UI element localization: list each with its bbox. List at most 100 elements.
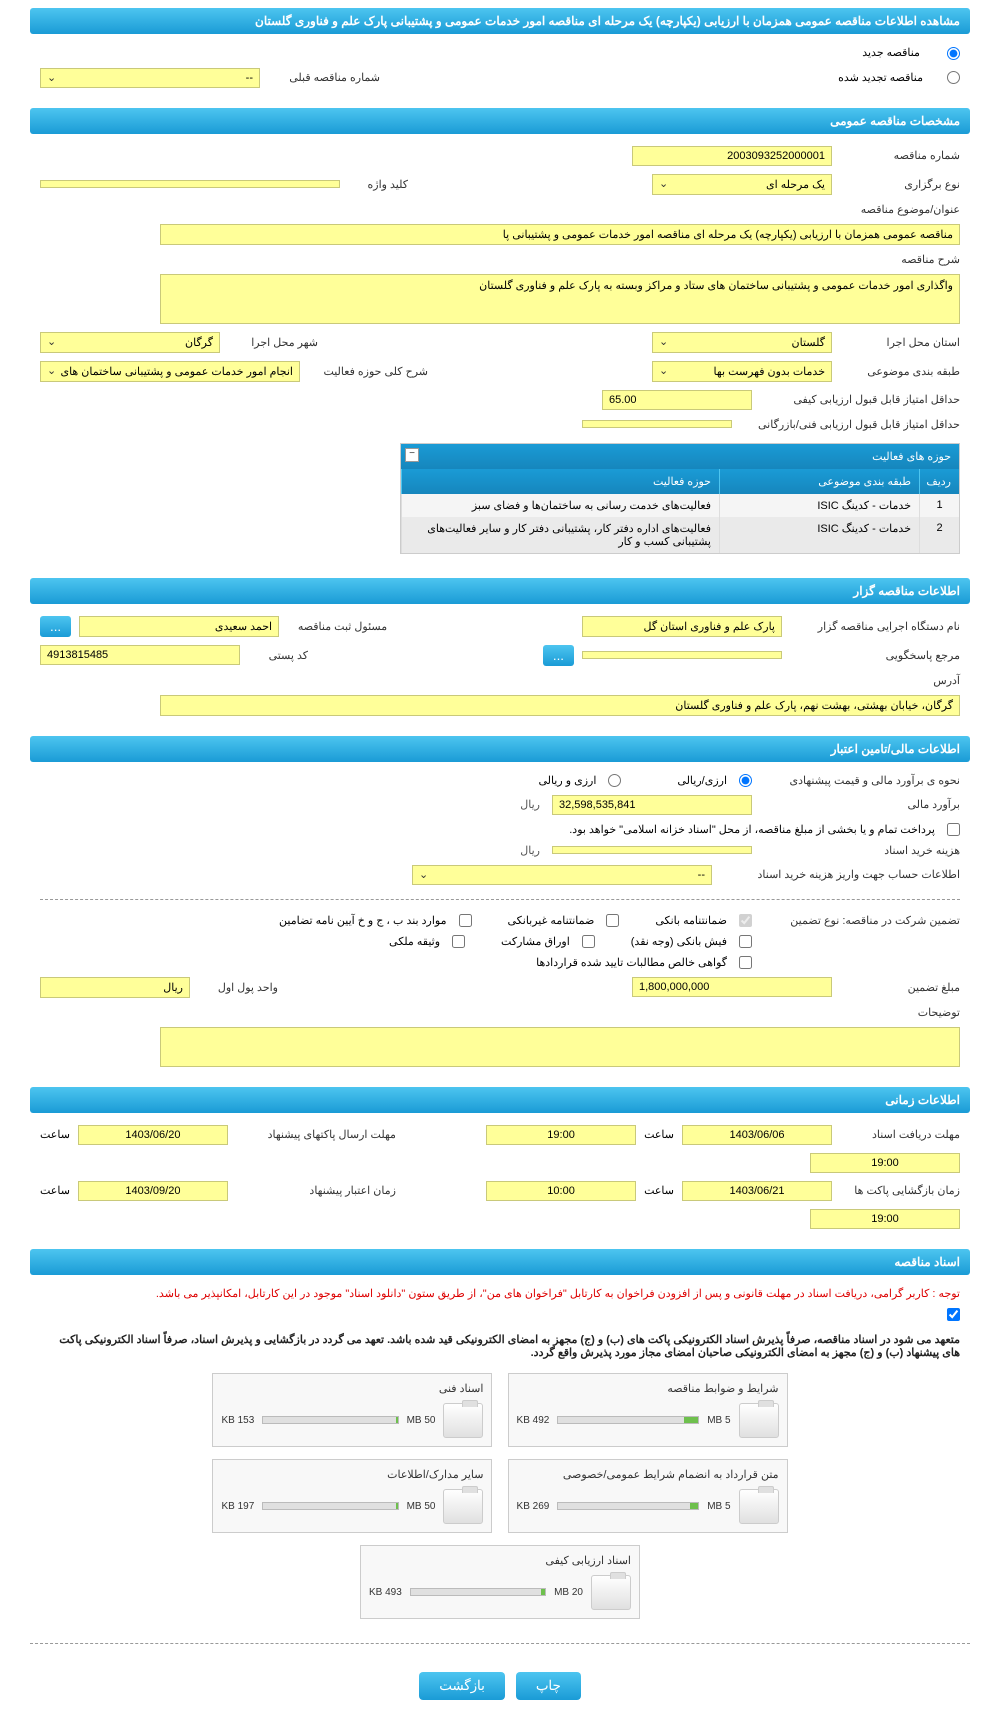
progress-bar [557,1416,699,1424]
province-dropdown[interactable]: گلستان [652,332,832,353]
rial-label: ریال [516,798,544,811]
validity-date-field[interactable]: 1403/09/20 [78,1181,228,1201]
g-bank-checkbox[interactable] [739,914,752,927]
title-label: عنوان/موضوع مناقصه [840,203,960,216]
commit-checkbox[interactable] [947,1308,960,1321]
arz-o-rial-radio[interactable] [608,774,621,787]
folder-icon [739,1489,779,1524]
address-label: آدرس [790,674,960,687]
holding-type-dropdown[interactable]: یک مرحله ای [652,174,832,195]
new-tender-label: مناقصه جدید [862,47,920,59]
col-class-header: طبقه بندی موضوعی [719,469,919,494]
financial-section: نحوه ی برآورد مالی و قیمت پیشنهادی ارزی/… [30,762,970,1079]
opening-label: زمان بازگشایی پاکت ها [840,1184,960,1197]
notice-red: توجه : کاربر گرامی، دریافت اسناد در مهلت… [40,1283,960,1304]
submit-deadline-label: مهلت ارسال پاکتهای پیشنهاد [236,1128,396,1141]
treasury-checkbox[interactable] [947,823,960,836]
file-card[interactable]: سایر مدارک/اطلاعات 50 MB 197 KB [212,1459,492,1533]
receive-date-field[interactable]: 1403/06/06 [682,1125,832,1145]
account-info-dropdown[interactable]: -- [412,865,712,885]
renewed-tender-label: مناقصه تجدید شده [838,71,923,84]
city-dropdown[interactable]: گرگان [40,332,220,353]
min-score-field[interactable]: 65.00 [602,390,752,410]
notes-field[interactable] [160,1027,960,1067]
progress-bar [557,1502,699,1510]
file-card[interactable]: اسناد فنی 50 MB 153 KB [212,1373,492,1447]
new-tender-radio[interactable] [947,47,960,60]
tender-number-label: شماره مناقصه [840,149,960,162]
prev-number-label: شماره مناقصه قبلی [260,71,380,84]
divider [40,899,960,900]
validity-time-field[interactable]: 19:00 [810,1209,960,1229]
tender-number-field[interactable]: 2003093252000001 [632,146,832,166]
min-score-label: حداقل امتیاز قابل قبول ارزیابی کیفی [760,393,960,406]
progress-bar [262,1502,398,1510]
org-field[interactable]: پارک علم و فناوری استان گل [582,616,782,637]
contact-field[interactable] [582,651,782,659]
receive-time-field[interactable]: 19:00 [486,1125,636,1145]
submit-date-field[interactable]: 1403/06/20 [78,1125,228,1145]
notes-label: توضیحات [840,1006,960,1019]
minimize-icon[interactable]: − [405,448,419,462]
entity-section-header: اطلاعات مناقصه گزار [30,578,970,604]
first-unit-label: واحد پول اول [198,981,278,994]
estimate-field[interactable]: 32,598,535,841 [552,795,752,815]
validity-label: زمان اعتبار پیشنهاد [236,1184,396,1197]
file-card[interactable]: متن قرارداد به انضمام شرایط عمومی/خصوصی … [508,1459,788,1533]
g-receivables-checkbox[interactable] [739,956,752,969]
account-info-label: اطلاعات حساب جهت واریز هزینه خرید اسناد [720,868,960,881]
folder-icon [739,1403,779,1438]
opening-time-field[interactable]: 10:00 [486,1181,636,1201]
entity-section: نام دستگاه اجرایی مناقصه گزار پارک علم و… [30,604,970,728]
doc-cost-field[interactable] [552,846,752,854]
folder-icon [443,1489,483,1524]
opening-date-field[interactable]: 1403/06/21 [682,1181,832,1201]
page-title-bar: مشاهده اطلاعات مناقصه عمومی همزمان با ار… [30,8,970,34]
activities-table-title: حوزه های فعالیت [864,444,959,469]
contact-more-button[interactable]: ... [543,645,574,666]
col-activity-header: حوزه فعالیت [401,469,719,494]
print-button[interactable]: چاپ [516,1672,581,1700]
activity-scope-dropdown[interactable]: انجام امور خدمات عمومی و پشتیبانی ساختما… [40,361,300,382]
contact-label: مرجع پاسخگویی [790,649,960,662]
first-unit-field[interactable]: ریال [40,977,190,998]
keyword-label: کلید واژه [348,178,408,191]
more-button[interactable]: ... [40,616,71,637]
footer-buttons: چاپ بازگشت [30,1654,970,1718]
g-bonds-checkbox[interactable] [582,935,595,948]
g-terms-checkbox[interactable] [459,914,472,927]
progress-bar [410,1588,546,1596]
prev-number-dropdown[interactable]: -- [40,68,260,88]
title-field[interactable]: مناقصه عمومی همزمان با ارزیابی (یکپارچه)… [160,224,960,245]
renewed-tender-radio[interactable] [947,71,960,84]
g-property-checkbox[interactable] [452,935,465,948]
progress-bar [262,1416,398,1424]
subject-class-dropdown[interactable]: خدمات بدون فهرست بها [652,361,832,382]
postal-label: کد پستی [248,649,308,662]
guarantee-amount-field[interactable]: 1,800,000,000 [632,977,832,997]
province-label: استان محل اجرا [840,336,960,349]
keyword-field[interactable] [40,180,340,188]
doc-cost-label: هزینه خرید اسناد [760,844,960,857]
min-tech-score-field[interactable] [582,420,732,428]
address-field[interactable]: گرگان، خیابان بهشتی، بهشت نهم، پارک علم … [160,695,960,716]
financial-section-header: اطلاعات مالی/تامین اعتبار [30,736,970,762]
submit-time-field[interactable]: 19:00 [810,1153,960,1173]
file-grid: شرایط و ضوابط مناقصه 5 MB 492 KB اسناد ف… [40,1367,960,1625]
tender-type-section: مناقصه جدید مناقصه تجدید شده شماره مناقص… [30,34,970,100]
notice-dark: متعهد می شود در اسناد مناقصه، صرفاً پذیر… [40,1329,960,1363]
postal-field[interactable]: 4913815485 [40,645,240,665]
arz-o-rial-label: ارزی و ریالی [538,774,596,787]
table-row: 1 خدمات - کدینگ ISIC فعالیت‌های خدمت رسا… [401,494,959,517]
desc-field[interactable]: واگذاری امور خدمات عمومی و پشتیبانی ساخت… [160,274,960,324]
file-card[interactable]: اسناد ارزیابی کیفی 20 MB 493 KB [360,1545,640,1619]
file-card[interactable]: شرایط و ضوابط مناقصه 5 MB 492 KB [508,1373,788,1447]
arz-rial-radio[interactable] [739,774,752,787]
back-button[interactable]: بازگشت [419,1672,505,1700]
g-nonbank-checkbox[interactable] [606,914,619,927]
registrant-label: مسئول ثبت مناقصه [287,620,387,633]
g-cash-checkbox[interactable] [739,935,752,948]
estimate-method-label: نحوه ی برآورد مالی و قیمت پیشنهادی [760,774,960,787]
folder-icon [443,1403,483,1438]
registrant-field[interactable]: احمد سعیدی [79,616,279,637]
